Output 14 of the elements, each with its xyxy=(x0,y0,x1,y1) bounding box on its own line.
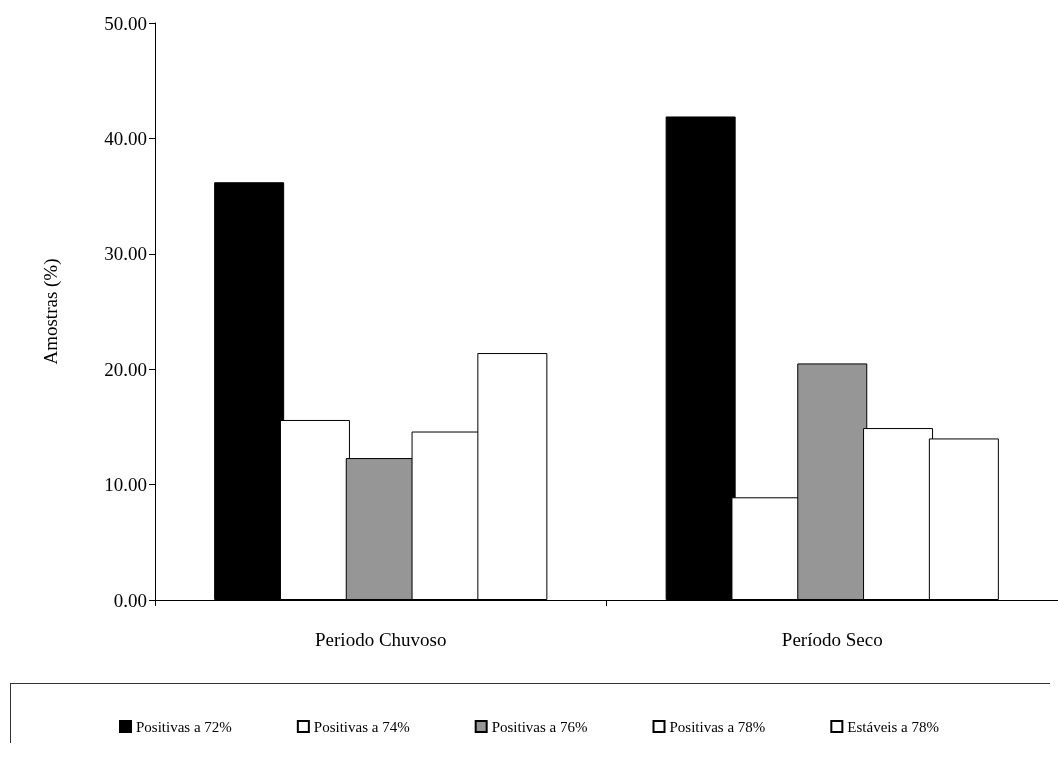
y-tick-label: 40.00 xyxy=(104,127,147,149)
y-tick-label: 20.00 xyxy=(104,358,147,380)
legend-label: Estáveis a 78% xyxy=(847,718,939,735)
x-tick-label: Período Seco xyxy=(781,629,883,650)
legend-label: Positivas a 72% xyxy=(136,718,232,735)
y-tick-label: 50.00 xyxy=(104,12,147,34)
y-tick-label: 30.00 xyxy=(104,243,147,265)
x-tick-label: Periodo Chuvoso xyxy=(315,629,447,650)
legend-label: Positivas a 76% xyxy=(491,718,588,735)
y-tick-label: 10.00 xyxy=(104,474,147,496)
y-tick-label: 0.00 xyxy=(113,589,147,611)
legend-label: Positivas a 74% xyxy=(313,718,410,735)
legend-label: Positivas a 78% xyxy=(669,718,766,735)
y-axis-title: Amostras (%) xyxy=(40,258,62,365)
